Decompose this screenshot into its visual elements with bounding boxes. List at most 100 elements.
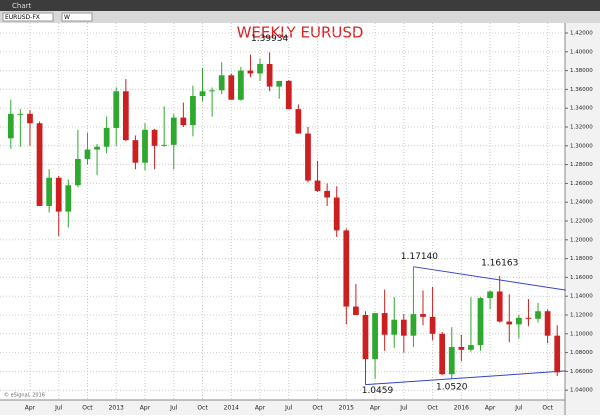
trendline bbox=[365, 370, 566, 386]
candle-body bbox=[477, 298, 484, 346]
annotation: 1.0459 bbox=[362, 386, 394, 396]
y-tick-label: 1.28000 bbox=[570, 162, 593, 168]
title-bar bbox=[0, 0, 600, 11]
interval[interactable]: W bbox=[64, 14, 70, 21]
candle-body bbox=[228, 75, 235, 100]
candle-body bbox=[142, 129, 148, 163]
y-tick-label: 1.32000 bbox=[570, 125, 593, 131]
x-tick-label: Jul bbox=[399, 405, 408, 412]
x-tick-label: Jul bbox=[169, 405, 178, 412]
x-tick-label: Apr bbox=[255, 405, 266, 412]
candle-body bbox=[439, 333, 446, 375]
candle-body bbox=[487, 291, 493, 299]
y-tick-label: 1.30000 bbox=[570, 143, 593, 149]
candle-body bbox=[458, 346, 465, 350]
y-tick-label: 1.26000 bbox=[570, 181, 593, 187]
x-tick-label: Apr bbox=[140, 405, 151, 412]
y-tick-label: 1.36000 bbox=[570, 87, 593, 93]
y-tick-label: 1.22000 bbox=[570, 219, 593, 225]
candle-body bbox=[132, 140, 139, 163]
candle-body bbox=[295, 109, 302, 134]
candle-body bbox=[151, 129, 158, 146]
candle-body bbox=[333, 197, 340, 231]
y-tick-label: 1.24000 bbox=[570, 200, 593, 206]
y-tick-label: 1.10000 bbox=[570, 331, 593, 337]
candle-body bbox=[420, 314, 426, 317]
candle-body bbox=[94, 146, 100, 150]
candle-body bbox=[161, 144, 168, 146]
x-tick-label: Oct bbox=[427, 405, 438, 412]
x-tick-label: Oct bbox=[197, 405, 208, 412]
candle-body bbox=[343, 230, 350, 307]
candle-body bbox=[362, 315, 369, 360]
candle-body bbox=[113, 91, 120, 128]
candle-body bbox=[170, 117, 177, 145]
x-tick-label: 2014 bbox=[224, 405, 239, 412]
candle-body bbox=[122, 91, 129, 141]
candle-body bbox=[506, 321, 513, 325]
candle-body bbox=[237, 70, 244, 100]
candle-body bbox=[468, 345, 474, 350]
candle-body bbox=[276, 80, 283, 87]
y-tick-label: 1.42000 bbox=[570, 31, 593, 37]
candle-body bbox=[305, 133, 311, 181]
candle-body bbox=[535, 311, 541, 319]
candle-body bbox=[257, 64, 263, 74]
annotation: 1.17140 bbox=[401, 252, 438, 262]
y-tick-label: 1.12000 bbox=[570, 313, 593, 319]
candle-body bbox=[17, 113, 24, 115]
candle-body bbox=[247, 70, 254, 74]
candle-body bbox=[525, 317, 532, 319]
candle-body bbox=[46, 177, 53, 206]
price-axis bbox=[565, 23, 600, 415]
symbol[interactable]: EURUSD-FX bbox=[5, 14, 40, 21]
candle-body bbox=[190, 95, 196, 126]
candle-body bbox=[554, 335, 561, 373]
candle-body bbox=[314, 180, 321, 191]
x-tick-label: Oct bbox=[542, 405, 553, 412]
x-tick-label: 2016 bbox=[454, 405, 469, 412]
candle-body bbox=[400, 319, 407, 336]
x-tick-label: Jul bbox=[514, 405, 523, 412]
x-tick-label: Apr bbox=[485, 405, 496, 412]
x-tick-label: Apr bbox=[370, 405, 381, 412]
candle-body bbox=[103, 127, 110, 147]
candle-body bbox=[55, 177, 62, 212]
annotation: 1.16163 bbox=[481, 258, 518, 268]
y-tick-label: 1.16000 bbox=[570, 275, 593, 281]
interval-box[interactable] bbox=[61, 12, 93, 22]
x-tick-label: 2015 bbox=[339, 405, 354, 412]
x-tick-label: Apr bbox=[25, 405, 36, 412]
candle-body bbox=[324, 190, 331, 198]
x-tick-label: Jul bbox=[284, 405, 293, 412]
y-tick-label: 1.40000 bbox=[570, 49, 593, 55]
x-tick-label: Oct bbox=[82, 405, 93, 412]
candle-body bbox=[84, 149, 91, 159]
y-tick-label: 1.06000 bbox=[570, 369, 593, 375]
window-title: Chart bbox=[12, 2, 31, 10]
toolbar bbox=[0, 11, 600, 23]
candle-body bbox=[353, 306, 359, 315]
candle-body bbox=[7, 113, 14, 139]
candle-body bbox=[209, 90, 215, 92]
y-tick-label: 1.08000 bbox=[570, 350, 593, 356]
y-tick-label: 1.14000 bbox=[570, 294, 593, 300]
candle-body bbox=[410, 314, 417, 336]
x-tick-label: Jul bbox=[54, 405, 63, 412]
candle-body bbox=[496, 291, 503, 322]
x-tick-label: Oct bbox=[312, 405, 323, 412]
symbol-box[interactable] bbox=[2, 12, 54, 22]
candle-body bbox=[75, 158, 81, 186]
x-tick-label: 2013 bbox=[109, 405, 124, 412]
candle-body bbox=[381, 313, 388, 335]
candle-body bbox=[429, 316, 436, 334]
candle-body bbox=[65, 185, 72, 212]
candle-body bbox=[391, 319, 398, 335]
candle-body bbox=[448, 346, 455, 375]
y-tick-label: 1.18000 bbox=[570, 256, 593, 262]
candle-body bbox=[27, 113, 33, 124]
y-tick-label: 1.20000 bbox=[570, 237, 593, 243]
time-axis bbox=[0, 400, 565, 415]
trendline bbox=[413, 266, 566, 291]
